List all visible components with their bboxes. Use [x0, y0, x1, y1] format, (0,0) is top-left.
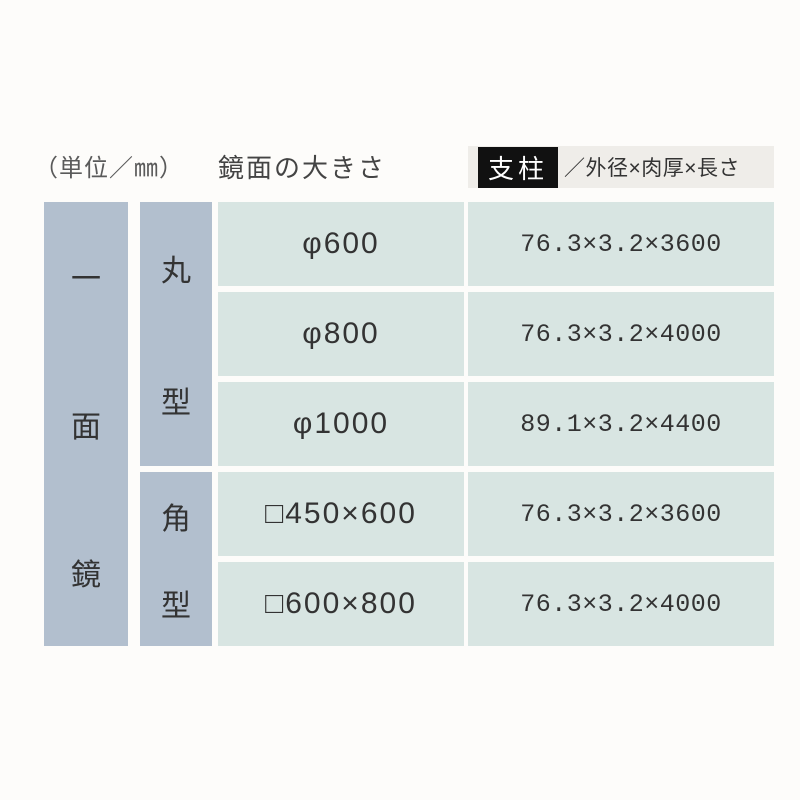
- type-square-box: 角 型: [140, 472, 212, 646]
- table-row: □450×600 76.3×3.2×3600: [218, 472, 772, 556]
- header-pillar: 支柱 ／外径×肉厚×長さ: [468, 146, 774, 188]
- unit-label: （単位／㎜）: [34, 148, 184, 183]
- type-round-char: 型: [161, 378, 191, 422]
- cell-pillar-spec: 76.3×3.2×3600: [468, 472, 774, 556]
- header-pillar-sub: ／外径×肉厚×長さ: [564, 152, 740, 182]
- header-mirror-size: 鏡面の大きさ: [218, 148, 386, 185]
- cell-mirror-size: □600×800: [218, 562, 464, 646]
- cell-pillar-spec: 76.3×3.2×4000: [468, 292, 774, 376]
- category-main: 一 面 鏡: [44, 202, 128, 646]
- category-main-char: 一: [71, 254, 101, 298]
- cell-pillar-spec: 76.3×3.2×3600: [468, 202, 774, 286]
- category-main-char: 鏡: [71, 550, 101, 594]
- type-square-char: 角: [161, 494, 191, 538]
- cell-mirror-size: φ1000: [218, 382, 464, 466]
- table-row: φ600 76.3×3.2×3600: [218, 202, 772, 286]
- table-row: φ1000 89.1×3.2×4400: [218, 382, 772, 466]
- type-round-char: 丸: [161, 246, 191, 290]
- header-pillar-label: 支柱: [478, 147, 558, 188]
- table-header: 鏡面の大きさ 支柱 ／外径×肉厚×長さ: [218, 148, 772, 190]
- cell-mirror-size: φ800: [218, 292, 464, 376]
- cell-pillar-spec: 76.3×3.2×4000: [468, 562, 774, 646]
- category-main-char: 面: [71, 402, 101, 446]
- cell-pillar-spec: 89.1×3.2×4400: [468, 382, 774, 466]
- spec-table-canvas: （単位／㎜） 一 面 鏡 丸 型 角 型 鏡面の大きさ 支柱 ／外径×肉厚×長さ…: [0, 0, 800, 800]
- table-row: □600×800 76.3×3.2×4000: [218, 562, 772, 646]
- cell-mirror-size: φ600: [218, 202, 464, 286]
- type-round-box: 丸 型: [140, 202, 212, 466]
- table-row: φ800 76.3×3.2×4000: [218, 292, 772, 376]
- cell-mirror-size: □450×600: [218, 472, 464, 556]
- type-square-char: 型: [161, 581, 191, 625]
